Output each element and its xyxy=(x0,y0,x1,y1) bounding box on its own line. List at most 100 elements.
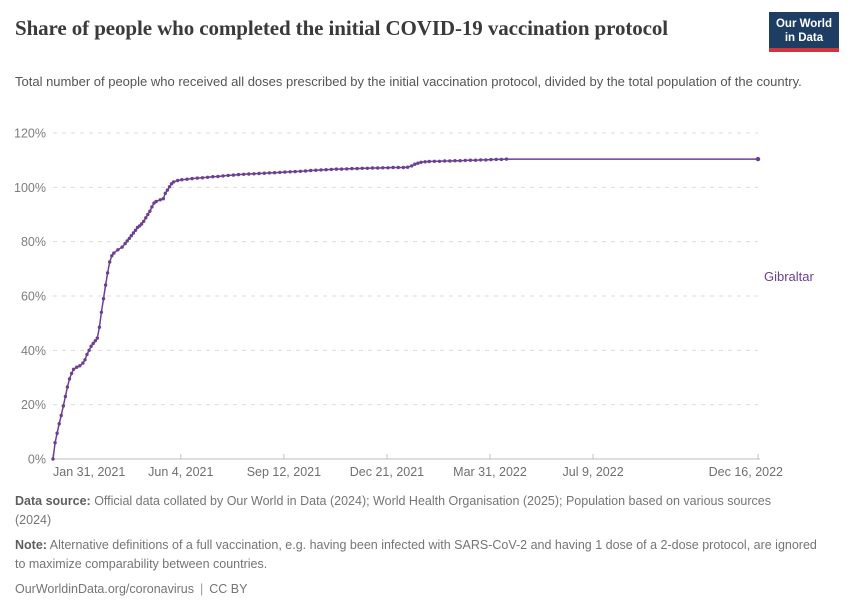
data-point[interactable] xyxy=(144,216,148,220)
data-point[interactable] xyxy=(324,168,328,172)
data-point[interactable] xyxy=(142,219,146,223)
data-point[interactable] xyxy=(231,173,236,177)
data-point[interactable] xyxy=(180,178,184,182)
data-point[interactable] xyxy=(85,352,89,357)
data-point[interactable] xyxy=(81,361,85,365)
data-point[interactable] xyxy=(205,175,210,179)
data-point[interactable] xyxy=(370,166,375,170)
data-point[interactable] xyxy=(391,165,395,170)
data-point[interactable] xyxy=(190,176,194,181)
data-point[interactable] xyxy=(93,339,98,343)
data-point[interactable] xyxy=(329,167,333,172)
data-point[interactable] xyxy=(494,157,498,162)
data-point[interactable] xyxy=(150,205,154,209)
data-point[interactable] xyxy=(71,367,76,371)
data-point[interactable] xyxy=(242,172,246,176)
data-point[interactable] xyxy=(376,166,380,170)
data-point[interactable] xyxy=(123,241,127,246)
data-point[interactable] xyxy=(158,198,162,202)
data-point[interactable] xyxy=(87,348,91,352)
data-point[interactable] xyxy=(489,157,493,162)
data-point[interactable] xyxy=(499,157,504,162)
data-point[interactable] xyxy=(252,172,256,176)
owid-logo[interactable]: Our World in Data xyxy=(768,12,839,52)
series-label-gibraltar[interactable]: Gibraltar xyxy=(764,269,814,285)
data-point[interactable] xyxy=(479,158,483,162)
data-point[interactable] xyxy=(105,271,110,275)
data-point[interactable] xyxy=(129,234,133,238)
data-point[interactable] xyxy=(458,159,462,163)
data-point[interactable] xyxy=(262,171,266,175)
data-point[interactable] xyxy=(216,174,220,179)
data-point[interactable] xyxy=(133,228,138,232)
data-point[interactable] xyxy=(386,166,390,170)
data-point[interactable] xyxy=(339,167,344,171)
data-point[interactable] xyxy=(448,159,452,163)
data-point[interactable] xyxy=(381,166,385,170)
data-point[interactable] xyxy=(91,341,95,346)
data-point[interactable] xyxy=(83,358,87,362)
data-point[interactable] xyxy=(125,239,129,243)
data-point[interactable] xyxy=(468,158,473,162)
data-point[interactable] xyxy=(405,165,410,169)
data-point[interactable] xyxy=(154,199,158,204)
data-point[interactable] xyxy=(95,336,100,340)
data-point[interactable] xyxy=(127,236,131,241)
data-point[interactable] xyxy=(236,172,241,177)
data-point[interactable] xyxy=(365,166,370,170)
data-point[interactable] xyxy=(161,197,165,201)
data-point[interactable] xyxy=(293,169,297,174)
data-point[interactable] xyxy=(334,167,339,171)
data-point[interactable] xyxy=(309,168,313,173)
data-point[interactable] xyxy=(314,168,318,172)
series-line-gibraltar[interactable] xyxy=(52,158,759,460)
data-point[interactable] xyxy=(101,297,106,301)
data-point[interactable] xyxy=(319,168,323,172)
data-point[interactable] xyxy=(176,178,180,183)
data-point[interactable] xyxy=(167,185,172,189)
data-point[interactable] xyxy=(419,160,423,164)
data-point[interactable] xyxy=(59,413,63,418)
data-point[interactable] xyxy=(247,172,251,176)
data-point[interactable] xyxy=(504,157,509,161)
data-point[interactable] xyxy=(163,191,167,195)
data-point[interactable] xyxy=(303,169,308,173)
data-point[interactable] xyxy=(112,251,116,255)
data-point[interactable] xyxy=(410,164,414,168)
data-point[interactable] xyxy=(108,260,112,264)
data-point[interactable] xyxy=(139,222,144,226)
data-point[interactable] xyxy=(221,174,225,178)
data-point[interactable] xyxy=(484,158,488,162)
series-end-point[interactable] xyxy=(755,156,761,162)
data-point[interactable] xyxy=(473,158,478,162)
data-point[interactable] xyxy=(267,171,272,175)
data-point[interactable] xyxy=(99,310,104,314)
data-point[interactable] xyxy=(63,394,68,399)
data-point[interactable] xyxy=(427,159,431,164)
data-point[interactable] xyxy=(272,171,277,175)
data-point[interactable] xyxy=(437,159,442,163)
data-point[interactable] xyxy=(355,166,359,171)
data-point[interactable] xyxy=(120,245,124,249)
data-point[interactable] xyxy=(257,171,261,176)
owid-link[interactable]: OurWorldinData.org/coronavirus xyxy=(15,582,195,596)
data-point[interactable] xyxy=(165,188,170,192)
data-point[interactable] xyxy=(51,457,55,461)
data-point[interactable] xyxy=(61,404,65,408)
data-point[interactable] xyxy=(78,364,82,368)
data-point[interactable] xyxy=(413,162,417,166)
data-point[interactable] xyxy=(298,169,303,173)
data-point[interactable] xyxy=(55,431,59,435)
data-point[interactable] xyxy=(131,231,136,235)
data-point[interactable] xyxy=(396,165,400,170)
data-point[interactable] xyxy=(345,167,349,171)
data-point[interactable] xyxy=(401,165,406,170)
data-point[interactable] xyxy=(416,161,420,165)
data-point[interactable] xyxy=(97,325,102,329)
data-point[interactable] xyxy=(360,166,364,170)
data-point[interactable] xyxy=(69,371,74,376)
data-point[interactable] xyxy=(57,422,61,426)
data-point[interactable] xyxy=(53,441,57,445)
data-point[interactable] xyxy=(89,344,93,348)
data-point[interactable] xyxy=(185,177,189,181)
